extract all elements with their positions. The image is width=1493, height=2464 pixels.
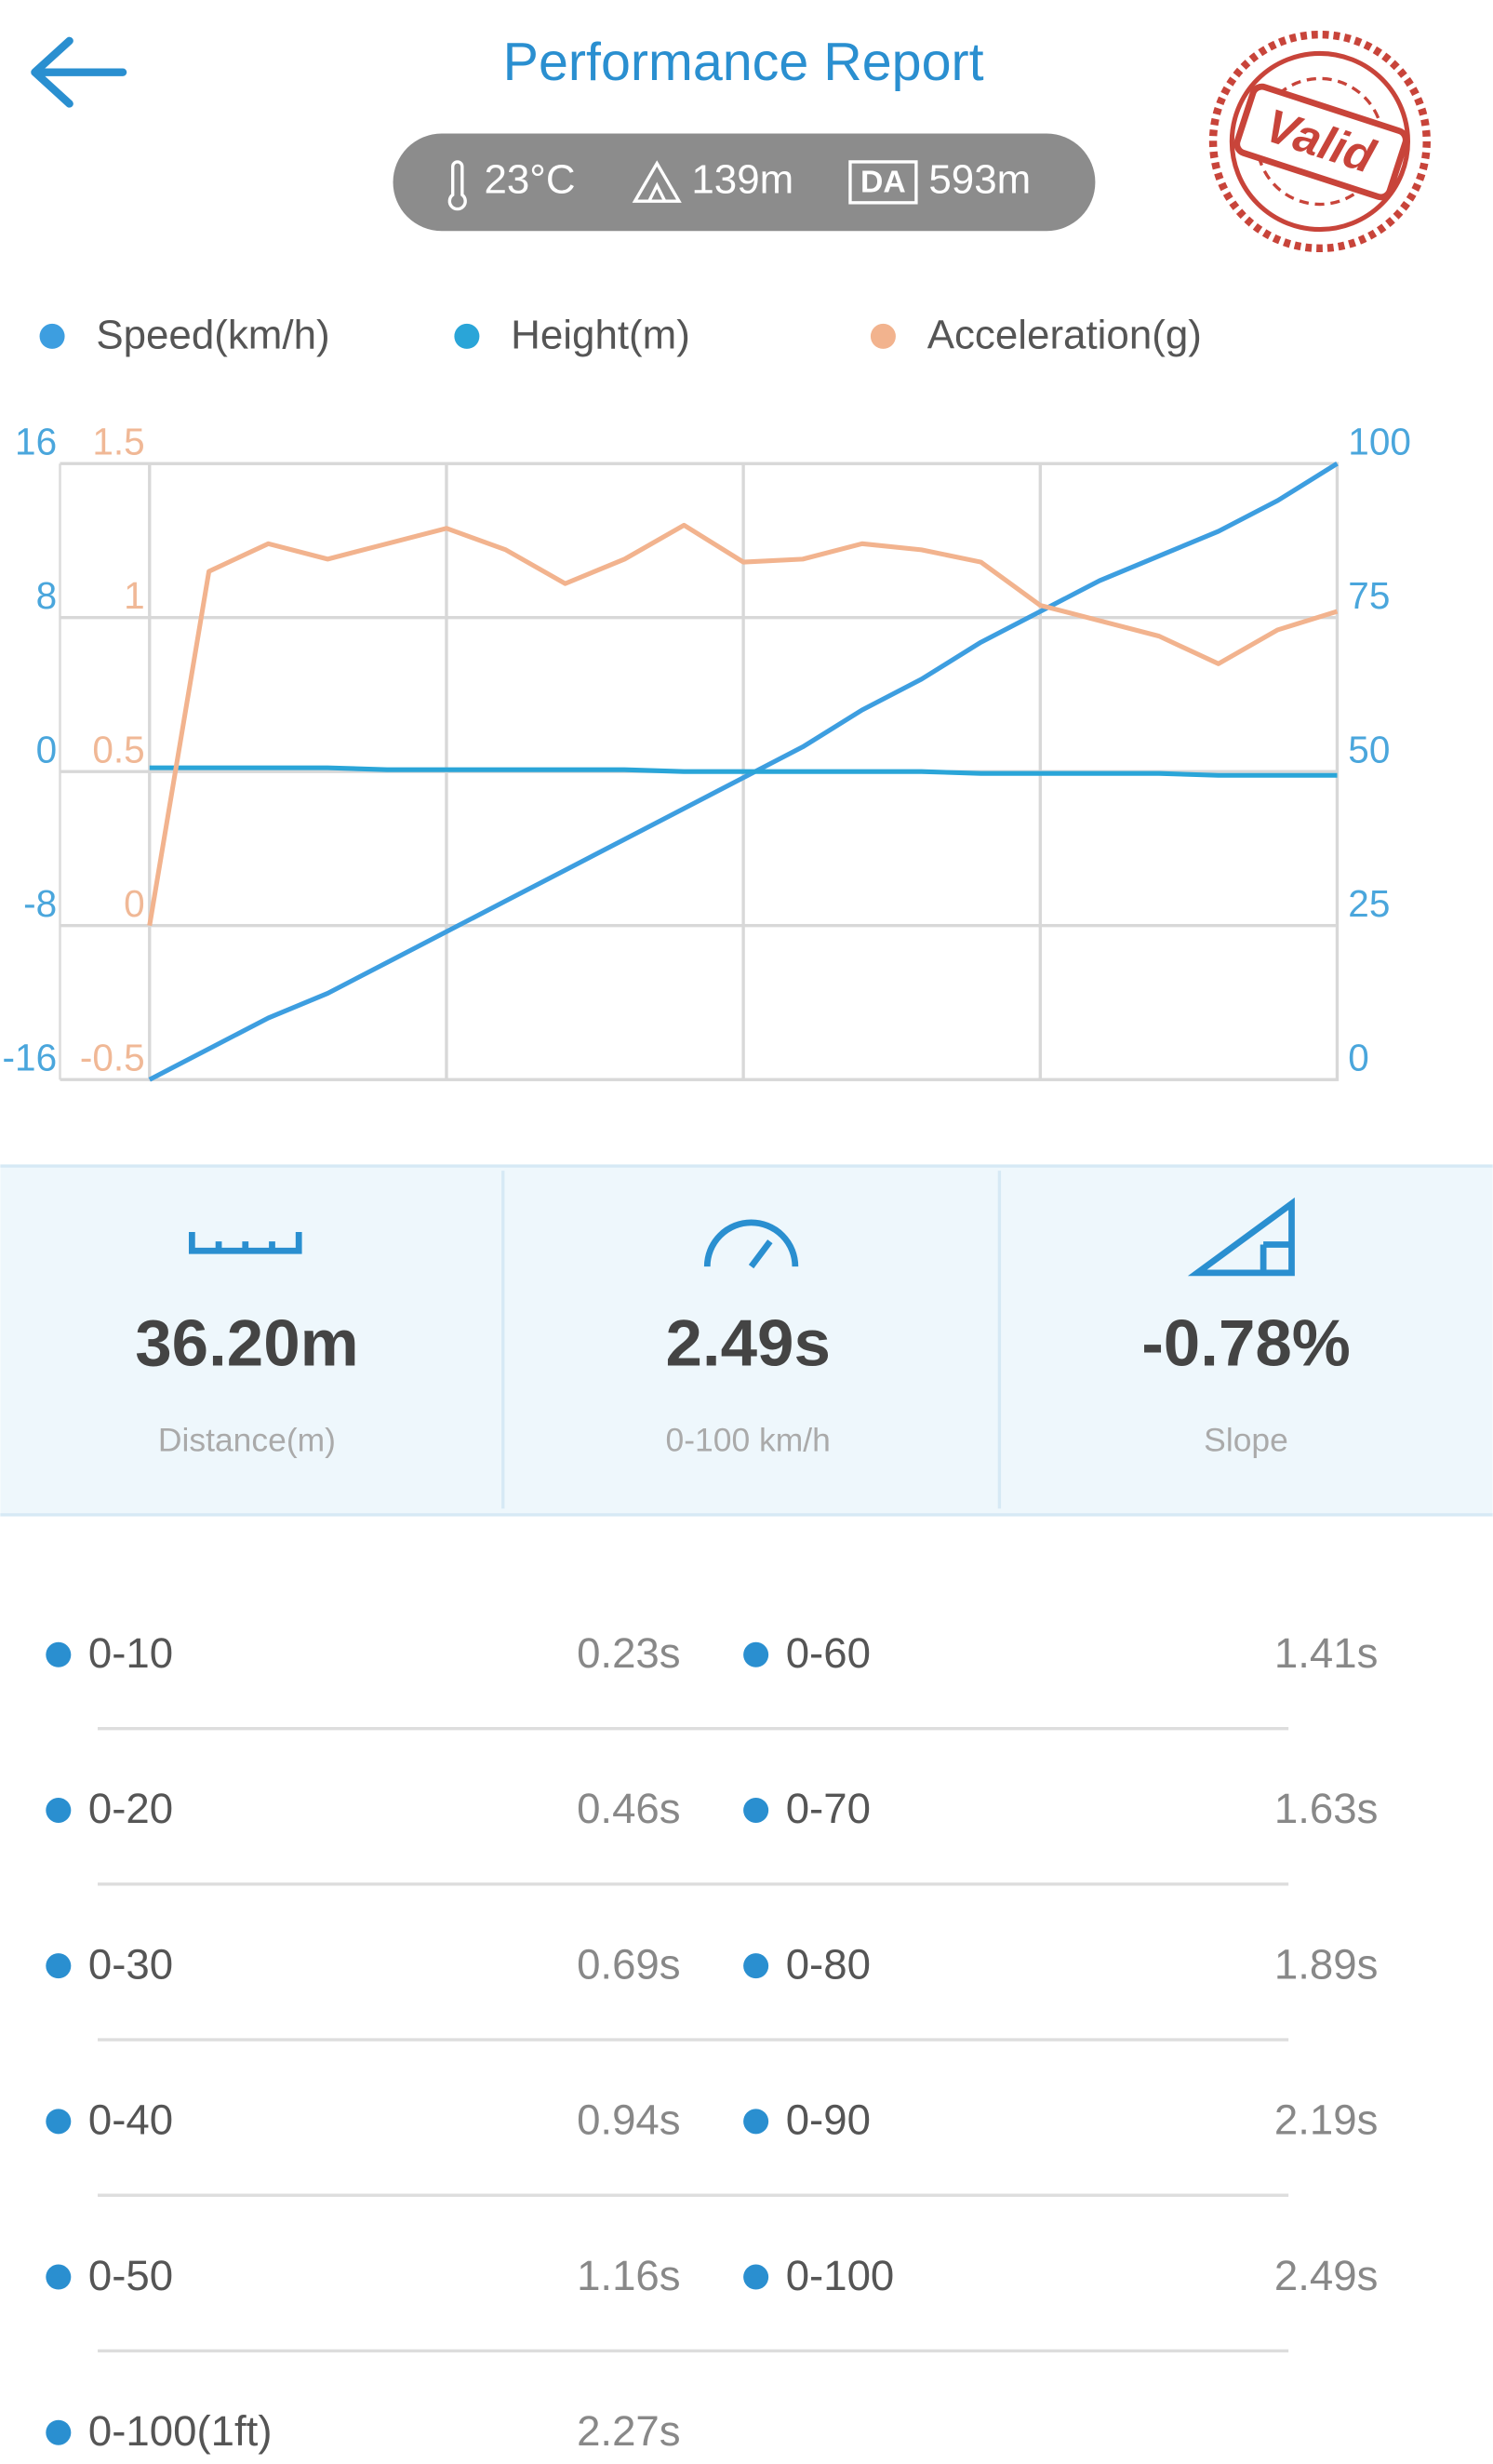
back-button[interactable] [31, 36, 127, 108]
mountain-icon [632, 160, 682, 203]
split-time: 0.23s [577, 1629, 681, 1677]
split-label: 0-60 [786, 1629, 871, 1677]
slope-icon [1187, 1197, 1295, 1277]
stat-icons [188, 1197, 1295, 1277]
split-time: 1.63s [1274, 1785, 1379, 1832]
y2-tick-label: 25 [1348, 882, 1390, 925]
stat-label: Distance(m) [158, 1422, 336, 1459]
split-label: 0-100 [786, 2252, 895, 2299]
stat-value: -0.78% [1141, 1307, 1351, 1381]
split-dot [743, 1797, 769, 1823]
temperature: 23°C [484, 156, 575, 202]
split-dot [46, 1953, 72, 1979]
split-label: 0-100(1ft) [88, 2407, 273, 2455]
split-dot [743, 1641, 769, 1667]
split-time: 2.49s [1274, 2252, 1379, 2299]
split-dot [743, 2264, 769, 2290]
da-box [848, 160, 918, 205]
stat-label: 0-100 km/h [666, 1422, 831, 1459]
y2-tick-label: 100 [1348, 421, 1411, 463]
stamp-ring-outer [1208, 30, 1431, 253]
valid-stamp [1208, 30, 1431, 253]
split-label: 0-80 [786, 1940, 871, 1988]
y-tick-label: 8 [36, 574, 58, 617]
y2-tick-label: 75 [1348, 574, 1390, 617]
stat-label: Slope [1204, 1422, 1288, 1459]
y3-tick-label: 0 [124, 882, 145, 925]
split-dot [46, 2264, 72, 2290]
split-time: 2.19s [1274, 2096, 1379, 2144]
pill-icons [447, 160, 918, 211]
density-altitude: 593m [928, 156, 1031, 202]
split-label: 0-90 [786, 2096, 871, 2144]
ruler-icon [188, 1232, 302, 1254]
y-tick-label: -16 [3, 1037, 58, 1079]
legend-label: Acceleration(g) [927, 313, 1202, 358]
legend-label: Height(m) [511, 313, 690, 358]
stamp-banner [1233, 83, 1409, 201]
altitude: 139m [691, 156, 793, 202]
split-time: 2.27s [577, 2407, 681, 2455]
split-time: 0.69s [577, 1940, 681, 1988]
y3-tick-label: 0.5 [92, 729, 144, 771]
conditions-pill [393, 133, 1096, 232]
split-label: 0-70 [786, 1785, 871, 1832]
split-label: 0-40 [88, 2096, 173, 2144]
legend-label: Speed(km/h) [96, 313, 329, 358]
series-line [149, 765, 1338, 778]
split-time: 0.94s [577, 2096, 681, 2144]
thermometer-icon [447, 160, 467, 211]
split-dot [743, 2109, 769, 2135]
legend-dot [454, 323, 480, 349]
page-title: Performance Report [503, 33, 984, 92]
split-dot [46, 1797, 72, 1823]
y3-tick-label: -0.5 [80, 1037, 145, 1079]
gauge-needle [748, 1239, 773, 1269]
split-time: 0.46s [577, 1785, 681, 1832]
split-dot [46, 2419, 72, 2445]
legend-dot [870, 323, 896, 349]
y3-tick-label: 1 [124, 574, 145, 617]
split-time: 1.41s [1274, 1629, 1379, 1677]
legend-dot [39, 323, 65, 349]
split-label: 0-20 [88, 1785, 173, 1832]
y-tick-label: 0 [36, 729, 58, 771]
y-tick-label: 16 [15, 421, 57, 463]
split-label: 0-10 [88, 1629, 173, 1677]
split-time: 1.16s [577, 2252, 681, 2299]
stat-value: 36.20m [135, 1307, 359, 1381]
y3-tick-label: 1.5 [92, 421, 144, 463]
split-label: 0-50 [88, 2252, 173, 2299]
da-badge: DA [860, 165, 906, 200]
split-dot [46, 1641, 72, 1667]
series-line [148, 462, 1339, 1082]
y-tick-label: -8 [23, 882, 57, 925]
split-dot [743, 1953, 769, 1979]
split-label: 0-30 [88, 1940, 173, 1988]
split-dot [46, 2109, 72, 2135]
y2-tick-label: 50 [1348, 729, 1390, 771]
back-arrow [31, 36, 127, 108]
stat-value: 2.49s [665, 1307, 830, 1381]
y2-tick-label: 0 [1348, 1037, 1369, 1079]
split-time: 1.89s [1274, 1940, 1379, 1988]
gauge-icon [703, 1219, 799, 1267]
series-line [147, 522, 1339, 927]
